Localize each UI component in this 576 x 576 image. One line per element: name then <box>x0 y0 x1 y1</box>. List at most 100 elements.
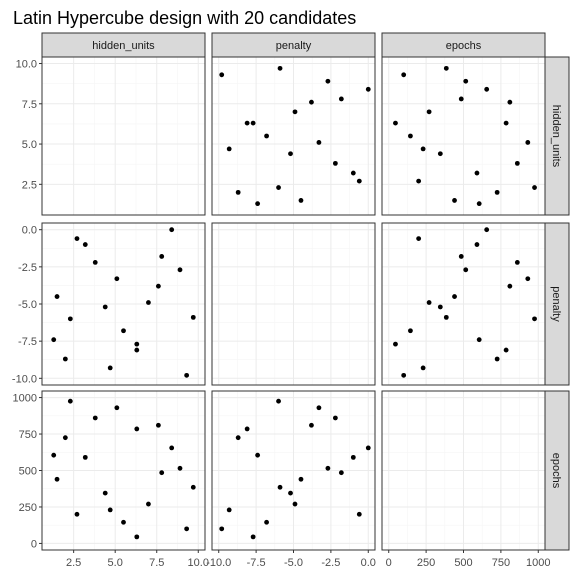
data-point <box>146 501 151 507</box>
data-point <box>494 356 500 362</box>
data-point <box>292 109 298 115</box>
data-point <box>250 534 256 540</box>
panel-background <box>42 57 205 215</box>
data-point <box>503 120 509 126</box>
data-point <box>250 120 256 126</box>
strip-top-penalty <box>211 32 376 58</box>
data-point <box>74 511 80 517</box>
data-point <box>514 160 520 166</box>
data-point <box>507 99 513 105</box>
data-point <box>437 304 443 310</box>
strip-right-hidden_units <box>544 56 570 216</box>
x-tick-label: 500 <box>454 557 472 569</box>
data-point <box>332 160 338 166</box>
data-point <box>184 372 190 378</box>
data-point <box>426 109 432 115</box>
data-point <box>316 405 322 411</box>
data-point <box>356 511 362 517</box>
data-point <box>474 242 480 247</box>
data-point <box>67 316 73 322</box>
data-point <box>458 96 464 102</box>
data-point <box>235 435 241 441</box>
x-tick-label: 750 <box>492 557 510 569</box>
data-point <box>277 65 283 71</box>
data-point <box>62 435 68 441</box>
data-point <box>316 140 322 145</box>
x-tick-label: 1000 <box>526 557 550 569</box>
panel-penalty-vs-epochs <box>381 222 546 386</box>
data-point <box>51 452 57 458</box>
strip-top-label: penalty <box>276 40 312 52</box>
data-point <box>244 120 250 126</box>
x-tick-label: -7.5 <box>247 557 266 569</box>
panel-border <box>211 222 376 386</box>
data-point <box>169 445 175 451</box>
y-tick-label: 500 <box>19 466 37 478</box>
data-point <box>452 294 457 299</box>
data-point <box>408 328 413 334</box>
data-point <box>532 316 537 322</box>
data-point <box>484 86 490 92</box>
data-point <box>114 405 120 411</box>
data-point <box>219 526 225 532</box>
data-point <box>332 415 338 421</box>
data-point <box>443 65 449 71</box>
data-point <box>51 337 57 343</box>
panel-penalty-vs-penalty <box>211 222 376 386</box>
data-point <box>134 341 140 347</box>
data-point <box>474 170 480 176</box>
data-point <box>401 372 407 378</box>
data-point <box>350 170 356 176</box>
data-point <box>292 501 298 507</box>
data-point <box>426 300 432 305</box>
data-point <box>74 236 80 242</box>
data-point <box>184 526 190 532</box>
data-point <box>463 267 469 273</box>
data-point <box>177 267 183 273</box>
strip-right-label: penalty <box>550 286 562 322</box>
data-point <box>134 426 140 432</box>
data-point <box>525 276 531 282</box>
data-point <box>190 484 196 490</box>
panel-border <box>381 222 546 386</box>
x-tick-label: 10.0 <box>188 557 209 569</box>
data-point <box>452 198 457 203</box>
data-point <box>190 314 196 320</box>
data-point <box>159 470 165 476</box>
data-point <box>255 452 261 458</box>
data-point <box>121 519 126 525</box>
panel-border <box>211 56 376 216</box>
data-point <box>420 365 426 371</box>
data-point <box>107 507 113 513</box>
data-point <box>393 120 398 126</box>
data-point <box>102 304 108 310</box>
y-tick-label: 5.0 <box>22 139 37 151</box>
x-tick-label: 2.5 <box>66 557 81 569</box>
x-tick-label: -10.0 <box>206 557 231 569</box>
data-point <box>476 201 482 207</box>
panel-hidden_units-vs-penalty <box>211 56 376 216</box>
data-point <box>276 398 281 404</box>
data-point <box>92 259 98 265</box>
y-tick-label: 7.5 <box>22 99 37 111</box>
data-point <box>244 426 250 432</box>
y-tick-label: 0 <box>31 538 37 550</box>
data-point <box>54 294 60 299</box>
y-tick-label: 2.5 <box>22 179 37 191</box>
data-point <box>62 356 68 362</box>
data-point <box>121 328 126 334</box>
data-point <box>226 507 232 513</box>
data-point <box>159 254 165 259</box>
strip-right-penalty <box>544 222 570 386</box>
data-point <box>134 347 140 353</box>
panel-epochs-vs-penalty <box>211 390 376 551</box>
data-point <box>134 534 140 540</box>
data-point <box>264 133 269 139</box>
data-point <box>443 314 449 320</box>
panel-penalty-vs-hidden_units <box>41 222 206 386</box>
data-point <box>102 490 108 496</box>
data-point <box>401 72 407 78</box>
data-point <box>155 422 161 428</box>
y-tick-label: -10.0 <box>12 373 37 385</box>
